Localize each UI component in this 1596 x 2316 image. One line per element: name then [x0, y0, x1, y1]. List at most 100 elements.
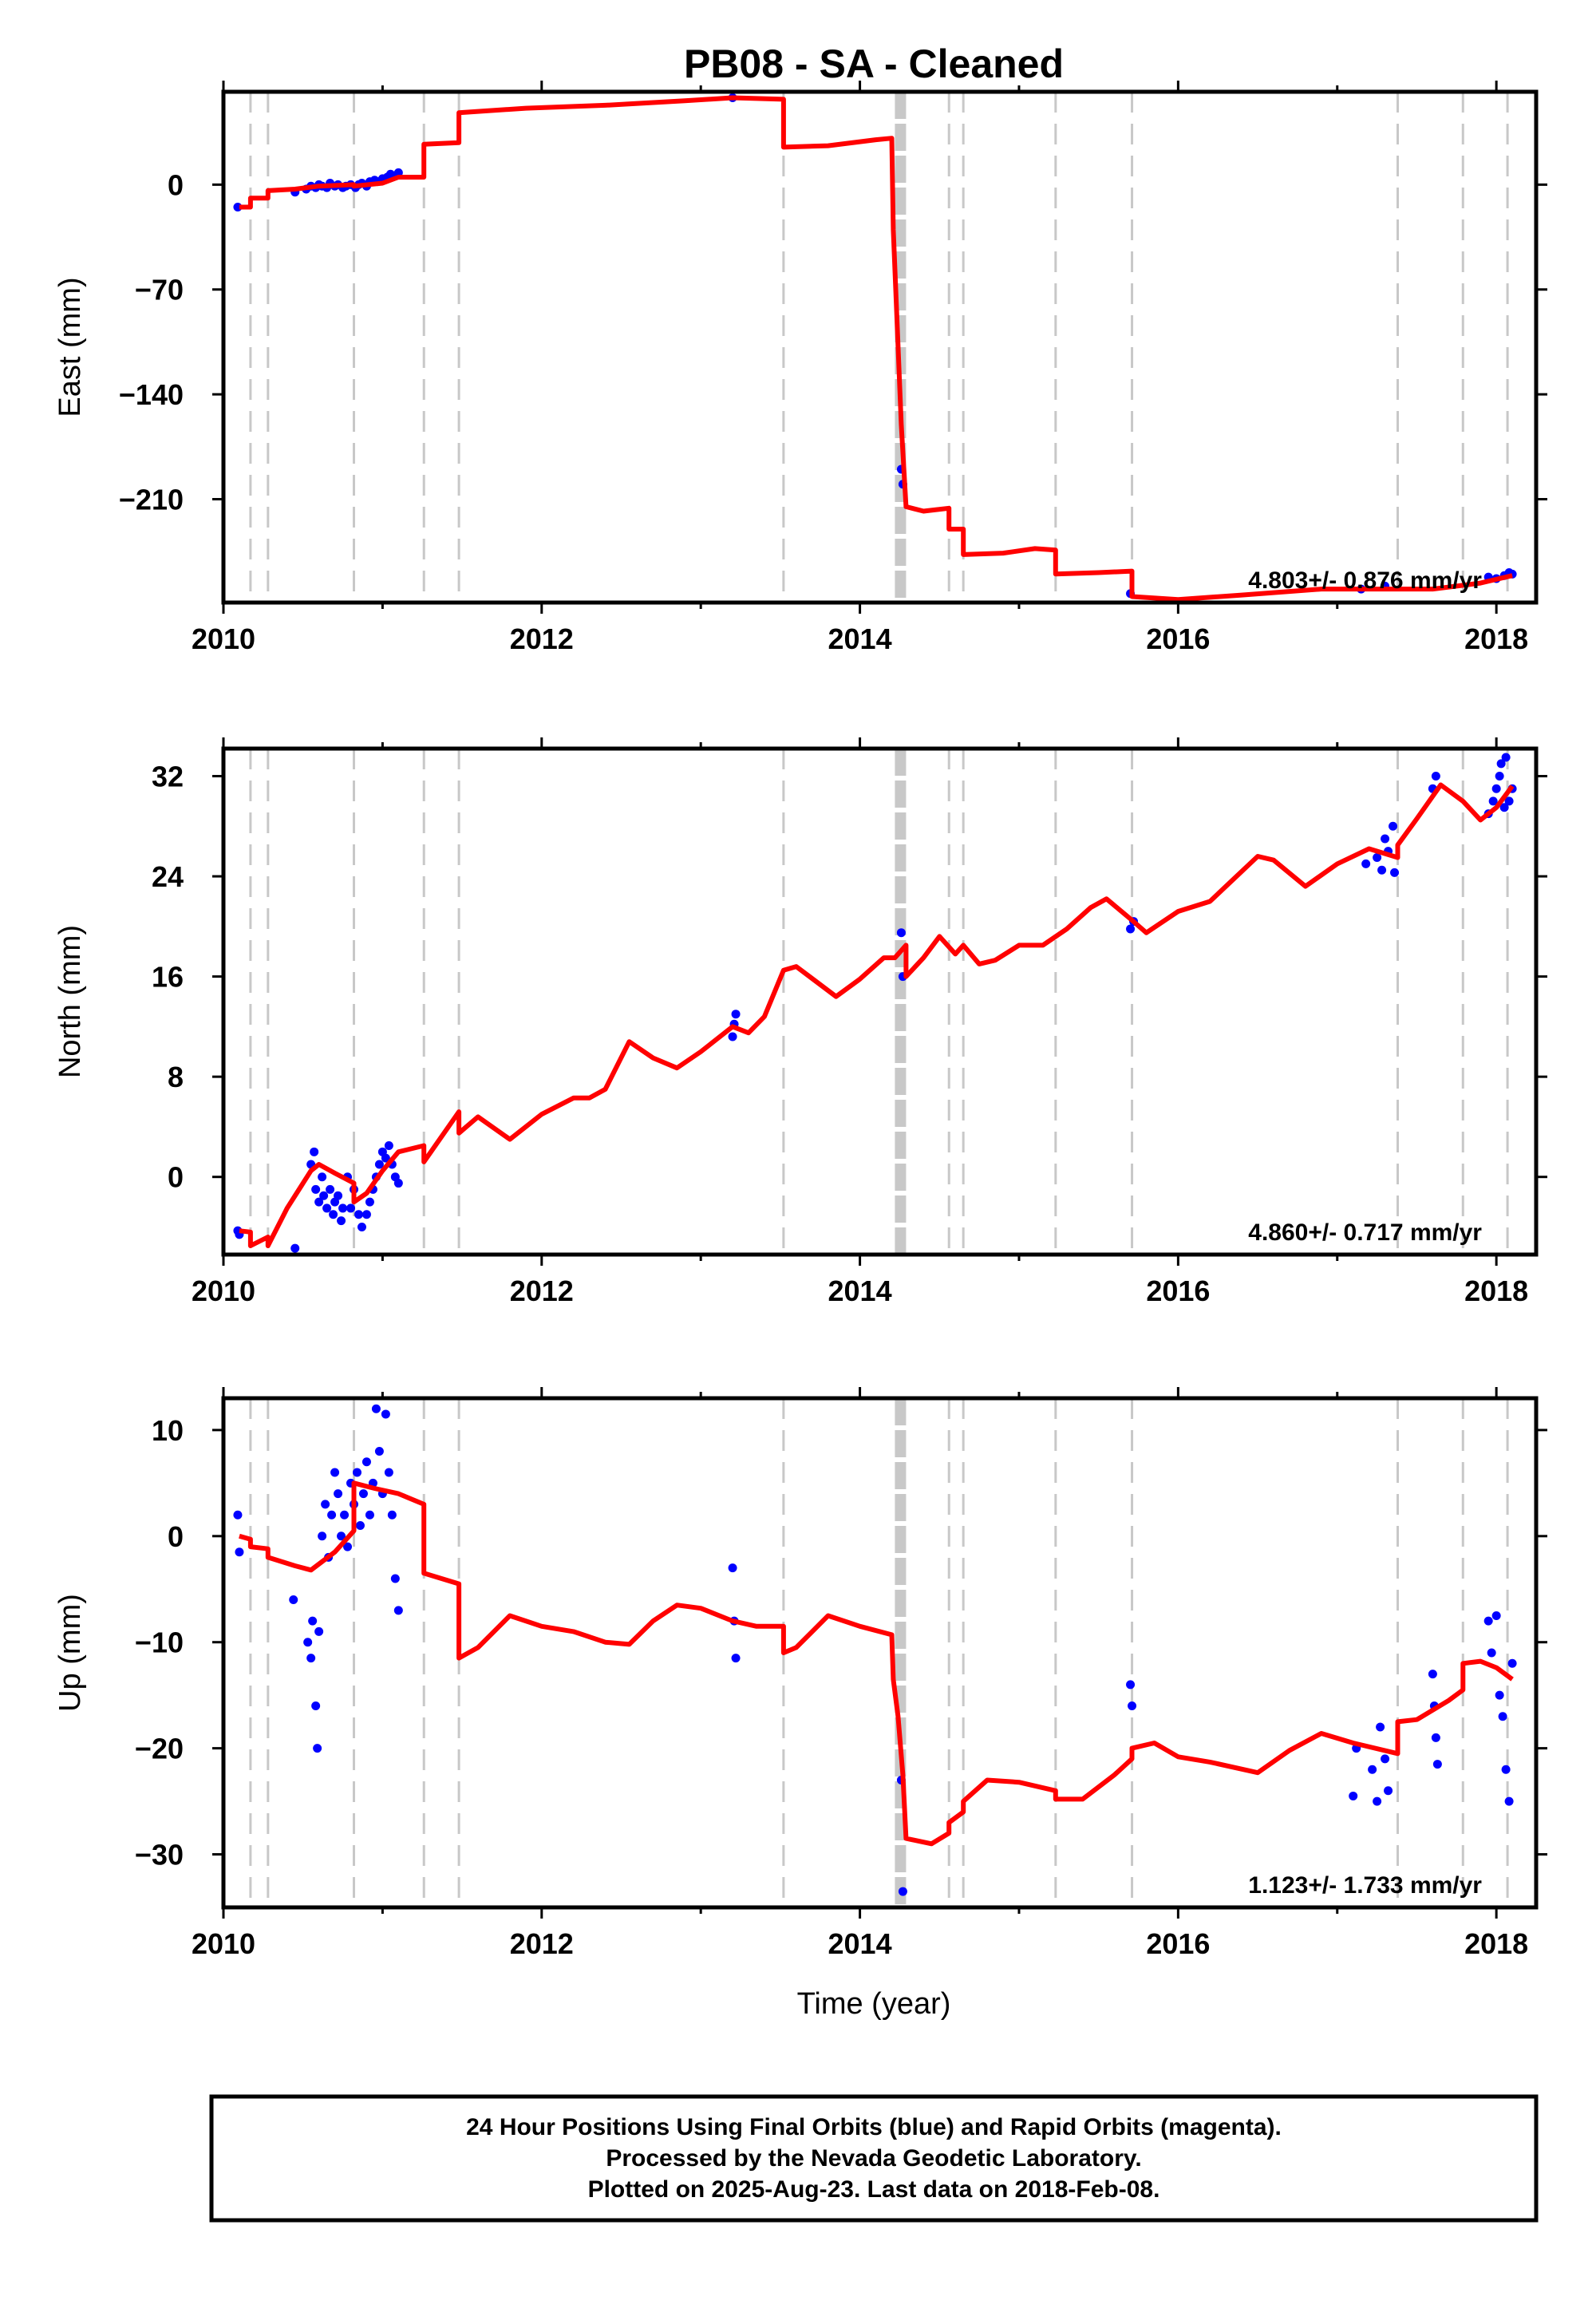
- data-point: [1483, 1616, 1493, 1626]
- data-point: [340, 1510, 350, 1520]
- data-point: [728, 1563, 737, 1573]
- panel-east: 2010 2012 2014 2016 2018 0 −70 −140 −210 East (mm…: [53, 81, 1547, 655]
- data-point: [393, 1606, 403, 1615]
- data-point: [322, 1203, 332, 1213]
- data-point: [1128, 1701, 1137, 1710]
- data-point: [338, 1203, 348, 1213]
- data-point: [374, 1160, 384, 1169]
- data-point: [1361, 859, 1371, 868]
- data-point: [357, 1222, 366, 1231]
- x-tick-label: 2010: [192, 1275, 255, 1307]
- model-line: [239, 95, 1513, 603]
- data-point: [1428, 1670, 1437, 1679]
- x-tick-label: 2018: [1464, 1927, 1528, 1960]
- y-tick-label: −210: [119, 483, 184, 516]
- data-point: [311, 1184, 321, 1194]
- y-tick-label: 0: [168, 1520, 184, 1553]
- model-line: [239, 1480, 1514, 1847]
- data-point: [1381, 1754, 1390, 1764]
- data-point: [365, 1510, 374, 1520]
- x-tick-label: 2018: [1464, 1275, 1528, 1307]
- y-tick-label: −70: [135, 274, 184, 306]
- y-axis-title: Up (mm): [53, 1594, 87, 1712]
- data-point: [1126, 1680, 1136, 1690]
- y-tick-label: −30: [135, 1839, 184, 1871]
- data-point: [306, 1654, 316, 1663]
- data-point: [233, 1510, 243, 1520]
- data-point: [1389, 821, 1398, 831]
- data-point: [337, 1216, 346, 1226]
- data-point: [290, 1243, 300, 1253]
- rate-annotation: 1.123+/- 1.733 mm/yr: [1248, 1872, 1482, 1899]
- data-point: [898, 1887, 907, 1896]
- data-point: [384, 1468, 393, 1477]
- x-tick-label: 2016: [1146, 622, 1210, 655]
- data-point: [334, 1191, 343, 1200]
- data-point: [318, 1531, 327, 1541]
- x-tick-label: 2012: [510, 1927, 574, 1960]
- data-point: [1126, 924, 1136, 934]
- data-point: [235, 1547, 244, 1557]
- data-point: [365, 1197, 374, 1207]
- data-point: [346, 1203, 356, 1213]
- chart-title: PB08 - SA - Cleaned: [684, 41, 1064, 86]
- data-point: [314, 1626, 324, 1636]
- data-point: [318, 1172, 327, 1182]
- y-axis-title: North (mm): [53, 925, 87, 1078]
- x-tick-label: 2012: [510, 622, 574, 655]
- data-point: [1495, 1690, 1504, 1700]
- data-point: [387, 1510, 397, 1520]
- data-point: [329, 1210, 338, 1219]
- data-point: [361, 1457, 371, 1467]
- plot-area: [233, 1398, 1517, 1907]
- y-tick-label: 32: [152, 761, 184, 793]
- data-point: [384, 1140, 393, 1150]
- caption-line-1: 24 Hour Positions Using Final Orbits (bl…: [466, 2114, 1282, 2140]
- data-point: [319, 1191, 329, 1200]
- data-point: [355, 1521, 365, 1530]
- caption-line-2: Processed by the Nevada Geodetic Laborat…: [606, 2145, 1141, 2172]
- data-point: [1491, 784, 1501, 793]
- data-point: [314, 1197, 324, 1207]
- y-tick-label: 8: [168, 1061, 184, 1093]
- data-point: [1491, 1611, 1501, 1620]
- data-point: [358, 1489, 368, 1499]
- data-point: [1498, 1712, 1507, 1721]
- plot-area: [233, 749, 1517, 1255]
- rate-annotation: 4.803+/- 0.876 mm/yr: [1248, 567, 1482, 594]
- data-point: [1381, 834, 1390, 844]
- y-tick-label: 0: [168, 1161, 184, 1194]
- data-point: [334, 1489, 343, 1499]
- x-tick-label: 2016: [1146, 1927, 1210, 1960]
- plot-frame: [221, 1396, 1539, 1910]
- data-point: [303, 1638, 313, 1647]
- data-point: [1431, 772, 1440, 781]
- data-point: [1432, 1760, 1442, 1769]
- plot-frame: [221, 746, 1539, 1257]
- data-point: [1499, 803, 1509, 812]
- caption-box: [209, 2094, 1539, 2223]
- model-line: [239, 782, 1515, 1248]
- x-tick-label: 2014: [828, 622, 892, 655]
- x-tick-label: 2018: [1464, 622, 1528, 655]
- x-axis-title: Time (year): [797, 1987, 951, 2021]
- data-point: [1507, 1658, 1517, 1668]
- y-tick-label: −140: [119, 378, 184, 411]
- data-point: [1501, 1765, 1511, 1774]
- data-point: [1376, 1722, 1385, 1732]
- data-point: [1488, 796, 1498, 806]
- data-point: [1504, 796, 1514, 806]
- y-tick-label: 0: [168, 168, 184, 201]
- data-point: [326, 1184, 335, 1194]
- data-point: [1501, 753, 1511, 762]
- data-point: [1373, 1796, 1382, 1806]
- data-point: [343, 1542, 353, 1551]
- x-tick-label: 2014: [828, 1275, 892, 1307]
- y-tick-label: 10: [152, 1414, 184, 1447]
- data-point: [361, 1210, 371, 1219]
- data-point: [1504, 1796, 1514, 1806]
- x-tick-label: 2010: [192, 1927, 255, 1960]
- data-point: [352, 1468, 361, 1477]
- data-point: [371, 1404, 381, 1413]
